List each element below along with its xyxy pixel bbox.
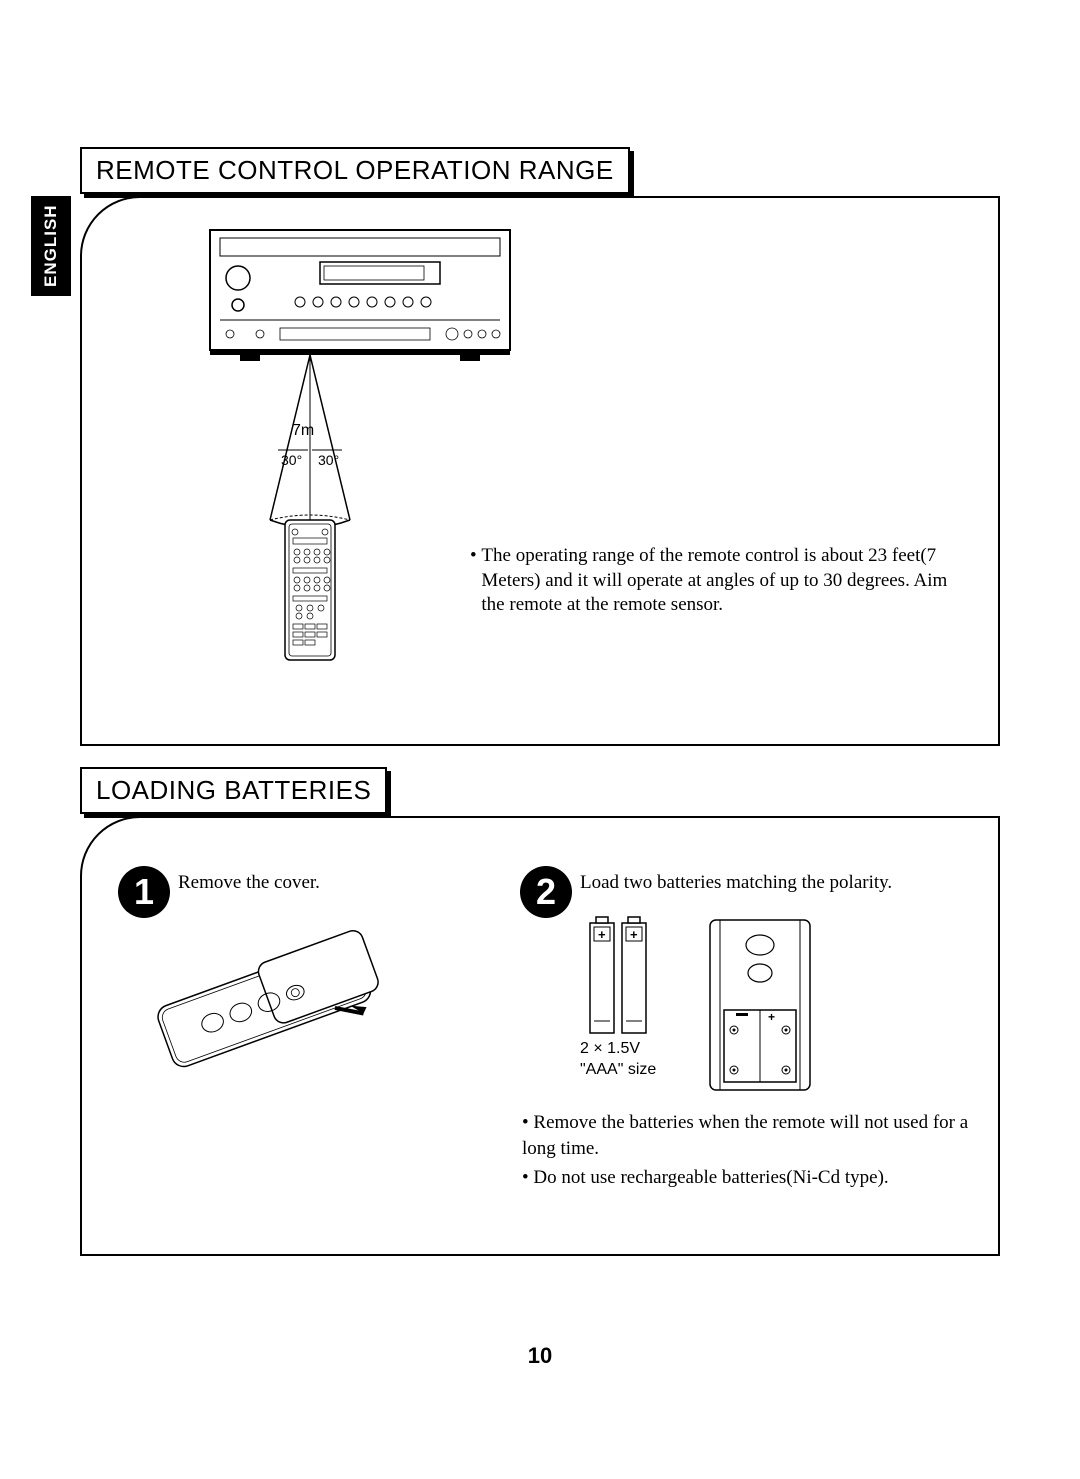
svg-text:+: + <box>598 927 606 942</box>
battery-spec: 2 × 1.5V "AAA" size <box>580 1039 656 1081</box>
battery-notes: • Remove the batteries when the remote w… <box>522 1110 982 1195</box>
svg-text:7m: 7m <box>292 422 314 439</box>
svg-text:30°: 30° <box>281 452 302 468</box>
page-number: 10 <box>0 1343 1080 1369</box>
batteries-diagram: + + <box>580 915 680 1045</box>
svg-text:30°: 30° <box>318 452 339 468</box>
svg-text:+: + <box>630 927 638 942</box>
language-tab: ENGLISH <box>31 196 71 296</box>
step-2-badge: 2 <box>520 866 572 918</box>
compartment-diagram: + <box>700 915 830 1095</box>
step-2-text: Load two batteries matching the polarity… <box>580 872 892 894</box>
remote-range-note: • The operating range of the remote cont… <box>470 544 980 618</box>
section-batteries-title: LOADING BATTERIES <box>80 767 387 814</box>
svg-text:+: + <box>768 1010 775 1024</box>
section-remote-range-title: REMOTE CONTROL OPERATION RANGE <box>80 147 630 194</box>
step-1-text: Remove the cover. <box>178 872 320 894</box>
step-1-badge: 1 <box>118 866 170 918</box>
remote-range-diagram: 7m 30° 30° <box>200 220 520 720</box>
remote-cover-diagram <box>130 915 410 1095</box>
